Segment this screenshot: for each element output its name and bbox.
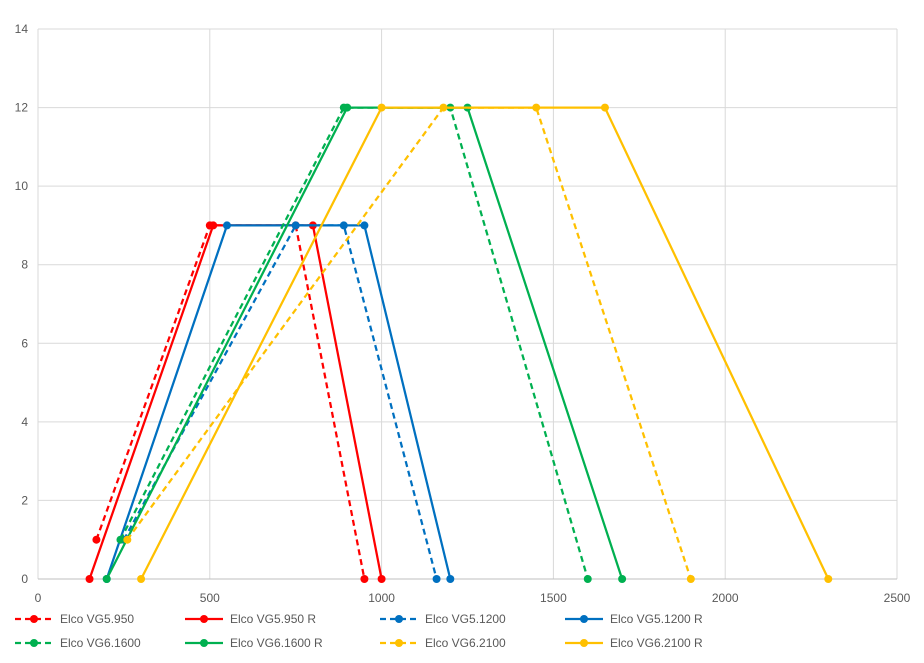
legend-item: Elco VG6.2100: [380, 636, 506, 650]
legend: Elco VG5.950 Elco VG5.950 R Elco VG5.1200 E…: [15, 612, 703, 650]
data-point: [343, 103, 352, 112]
legend-marker: [200, 639, 208, 647]
legend-label: Elco VG5.950: [60, 612, 134, 626]
series-line: [119, 106, 589, 580]
y-tick-label: 14: [15, 22, 29, 36]
legend-item: Elco VG6.1600 R: [185, 636, 323, 650]
legend-item: Elco VG6.1600: [15, 636, 141, 650]
legend-marker: [200, 615, 208, 623]
legend-label: Elco VG6.1600 R: [230, 636, 323, 650]
data-point: [377, 575, 386, 583]
series-line: [95, 224, 366, 580]
legend-label: Elco VG6.2100 R: [610, 636, 703, 650]
legend-marker: [395, 615, 403, 623]
x-tick-label: 1500: [540, 591, 567, 605]
data-point: [360, 221, 369, 230]
data-point: [583, 575, 592, 583]
data-point: [360, 575, 369, 583]
legend-marker: [580, 639, 588, 647]
data-point: [209, 221, 218, 230]
y-tick-label: 6: [21, 336, 28, 350]
data-point: [222, 221, 231, 230]
legend-marker: [580, 615, 588, 623]
data-point: [377, 103, 386, 112]
y-tick-label: 10: [15, 179, 29, 193]
legend-item: Elco VG5.950 R: [185, 612, 316, 626]
legend-item: Elco VG5.950: [15, 612, 134, 626]
y-tick-label: 0: [21, 572, 28, 586]
legend-label: Elco VG5.950 R: [230, 612, 316, 626]
series-group: [137, 103, 833, 583]
y-tick-label: 4: [21, 415, 28, 429]
data-point: [686, 575, 695, 583]
data-point: [116, 535, 125, 544]
legend-label: Elco VG5.1200: [425, 612, 506, 626]
legend-marker: [30, 639, 38, 647]
data-point: [600, 103, 609, 112]
series-group: [102, 221, 455, 583]
x-tick-label: 1000: [368, 591, 395, 605]
data-point: [432, 575, 441, 583]
series-line: [122, 224, 438, 580]
x-tick-label: 2000: [712, 591, 739, 605]
y-tick-label: 2: [21, 493, 28, 507]
legend-item: Elco VG5.1200 R: [565, 612, 703, 626]
y-tick-label: 12: [15, 101, 29, 115]
legend-label: Elco VG5.1200 R: [610, 612, 703, 626]
data-point: [102, 575, 111, 583]
x-tick-label: 500: [200, 591, 220, 605]
data-point: [618, 575, 627, 583]
data-point: [137, 575, 146, 583]
plot-area: [85, 103, 833, 583]
legend-item: Elco VG6.2100 R: [565, 636, 703, 650]
x-tick-label: 2500: [884, 591, 911, 605]
series-line: [105, 224, 452, 580]
data-point: [824, 575, 833, 583]
legend-marker: [30, 615, 38, 623]
data-point: [92, 535, 101, 544]
x-tick-label: 0: [35, 591, 42, 605]
series-line: [140, 106, 830, 580]
legend-marker: [395, 639, 403, 647]
data-point: [123, 535, 132, 544]
data-point: [85, 575, 94, 583]
legend-label: Elco VG6.1600: [60, 636, 141, 650]
data-point: [446, 575, 455, 583]
legend-item: Elco VG5.1200: [380, 612, 506, 626]
y-tick-label: 8: [21, 258, 28, 272]
legend-label: Elco VG6.2100: [425, 636, 506, 650]
tick-labels: 0 2 4 6 8 10 12 14 0 500 1000 1500 2000 2500: [15, 22, 911, 605]
